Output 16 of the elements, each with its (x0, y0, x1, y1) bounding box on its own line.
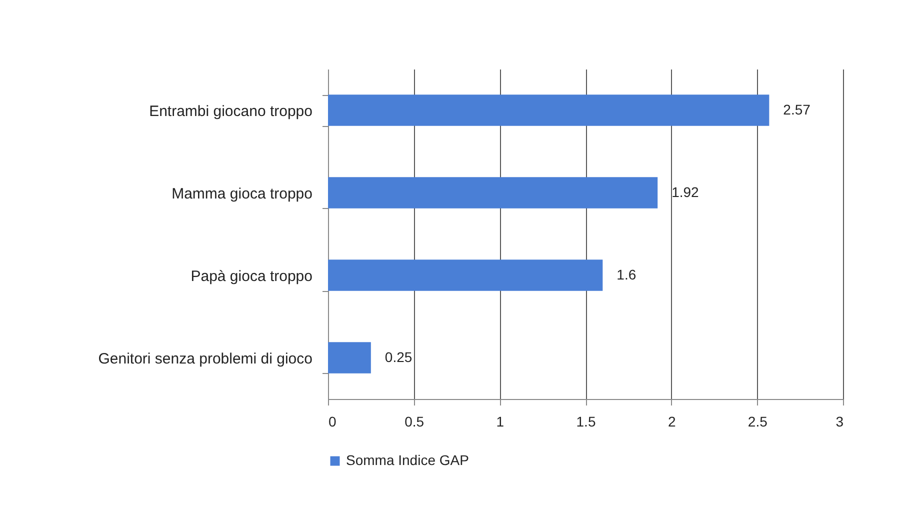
y-tick-label: Genitori senza problemi di gioco (98, 350, 312, 368)
y-tick-label: Mamma gioca troppo (172, 185, 312, 202)
data-label: 0.25 (384, 348, 412, 365)
data-label: 2.57 (783, 101, 811, 118)
x-tick-label: 1 (496, 414, 504, 430)
legend-label: Somma Indice GAP (346, 452, 469, 468)
x-tick-label: 3 (836, 414, 844, 430)
x-tick-label: 0 (328, 414, 336, 430)
x-tick-label: 2 (668, 414, 676, 430)
x-tick-label: 2.5 (748, 414, 768, 430)
data-label: 1.92 (672, 184, 700, 200)
y-tick-label: Entrambi giocano troppo (149, 102, 312, 120)
data-label: 1.6 (616, 266, 636, 282)
x-tick-label: 1.5 (576, 414, 596, 430)
x-tick-label: 0.5 (404, 414, 424, 430)
y-tick-label: Papà gioca troppo (190, 268, 312, 285)
